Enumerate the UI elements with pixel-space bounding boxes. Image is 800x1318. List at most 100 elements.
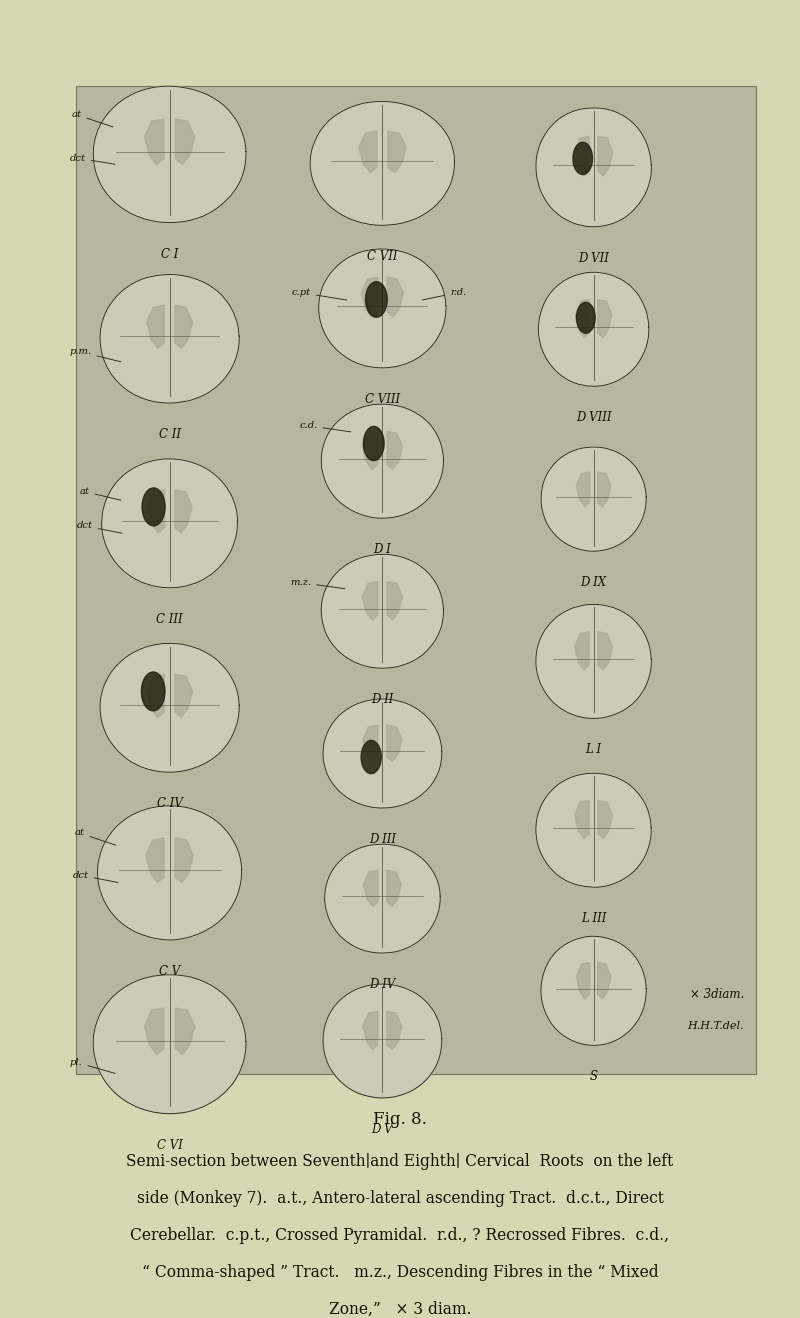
Polygon shape: [146, 838, 164, 883]
Polygon shape: [536, 605, 651, 718]
Polygon shape: [100, 274, 239, 403]
Circle shape: [361, 741, 382, 774]
Text: D I: D I: [374, 543, 391, 556]
Polygon shape: [94, 975, 246, 1114]
Text: Zone,”   × 3 diam.: Zone,” × 3 diam.: [329, 1301, 471, 1318]
Polygon shape: [388, 132, 406, 173]
Text: C VII: C VII: [367, 250, 398, 264]
Text: C VIII: C VIII: [365, 393, 400, 406]
Text: D VII: D VII: [578, 252, 609, 265]
Polygon shape: [598, 472, 611, 507]
Polygon shape: [598, 962, 611, 999]
Polygon shape: [145, 119, 164, 165]
Circle shape: [363, 427, 384, 460]
Text: dct: dct: [70, 154, 115, 165]
Polygon shape: [146, 306, 164, 348]
Polygon shape: [175, 838, 194, 883]
Text: at: at: [79, 488, 121, 501]
Text: H.H.T.del.: H.H.T.del.: [687, 1021, 744, 1032]
Polygon shape: [598, 299, 612, 337]
Text: r.d.: r.d.: [422, 289, 466, 301]
Polygon shape: [576, 962, 590, 999]
Text: side (Monkey 7).  a.t., Antero-lateral ascending Tract.  d.c.t., Direct: side (Monkey 7). a.t., Antero-lateral as…: [137, 1190, 663, 1207]
Polygon shape: [175, 1008, 195, 1054]
Circle shape: [577, 302, 595, 333]
Text: D VIII: D VIII: [576, 411, 611, 424]
Text: pl.: pl.: [70, 1058, 115, 1073]
Polygon shape: [147, 490, 165, 532]
Bar: [76, 86, 756, 1074]
Polygon shape: [598, 631, 613, 670]
Text: D IX: D IX: [581, 576, 606, 589]
Text: c.d.: c.d.: [299, 422, 351, 432]
Text: C II: C II: [158, 428, 181, 442]
Text: D III: D III: [369, 833, 396, 846]
Polygon shape: [100, 643, 239, 772]
Polygon shape: [145, 1008, 164, 1054]
Text: Semi-section between Seventh∣and Eighth∣ Cervical  Roots  on the left: Semi-section between Seventh∣and Eighth∣…: [126, 1153, 674, 1170]
Text: L III: L III: [581, 912, 606, 925]
Polygon shape: [536, 774, 651, 887]
Text: C IV: C IV: [157, 797, 182, 811]
Polygon shape: [541, 936, 646, 1045]
Polygon shape: [322, 555, 443, 668]
Polygon shape: [310, 101, 454, 225]
Text: Fig. 8.: Fig. 8.: [373, 1111, 427, 1128]
Polygon shape: [146, 675, 164, 717]
Circle shape: [573, 142, 593, 174]
Polygon shape: [362, 277, 378, 318]
Polygon shape: [318, 249, 446, 368]
Text: D II: D II: [371, 693, 394, 706]
Polygon shape: [175, 675, 193, 717]
Polygon shape: [358, 132, 377, 173]
Text: D V: D V: [371, 1123, 394, 1136]
Circle shape: [366, 282, 387, 318]
Polygon shape: [98, 805, 242, 940]
Text: c.pt: c.pt: [292, 289, 346, 301]
Text: × 3diam.: × 3diam.: [690, 988, 744, 1002]
Polygon shape: [323, 699, 442, 808]
Polygon shape: [175, 119, 195, 165]
Text: at: at: [72, 111, 113, 127]
Text: L I: L I: [586, 743, 602, 757]
Polygon shape: [94, 86, 246, 223]
Polygon shape: [387, 277, 403, 318]
Text: C I: C I: [161, 248, 178, 261]
Polygon shape: [598, 136, 613, 177]
Text: p.m.: p.m.: [70, 348, 121, 362]
Text: “ Comma-shaped ” Tract.   m.z., Descending Fibres in the “ Mixed: “ Comma-shaped ” Tract. m.z., Descending…: [142, 1264, 658, 1281]
Text: C III: C III: [156, 613, 183, 626]
Polygon shape: [387, 581, 402, 619]
Polygon shape: [362, 725, 378, 762]
Polygon shape: [538, 273, 649, 386]
Polygon shape: [574, 136, 590, 177]
Text: dct: dct: [77, 522, 122, 534]
Text: S: S: [590, 1070, 598, 1083]
Polygon shape: [541, 447, 646, 551]
Polygon shape: [574, 631, 590, 670]
Polygon shape: [362, 581, 378, 619]
Polygon shape: [386, 870, 402, 907]
Text: dct: dct: [73, 871, 118, 883]
Polygon shape: [574, 800, 590, 838]
Text: C V: C V: [159, 965, 180, 978]
Polygon shape: [102, 459, 238, 588]
Polygon shape: [387, 431, 402, 469]
Polygon shape: [536, 108, 651, 227]
Polygon shape: [387, 725, 402, 762]
Polygon shape: [363, 870, 378, 907]
Polygon shape: [325, 845, 440, 953]
Text: D IV: D IV: [370, 978, 395, 991]
Polygon shape: [322, 405, 443, 518]
Text: m.z.: m.z.: [290, 579, 345, 589]
Text: at: at: [74, 829, 116, 845]
Polygon shape: [362, 431, 378, 469]
Text: C VI: C VI: [157, 1139, 182, 1152]
Polygon shape: [362, 1011, 378, 1049]
Polygon shape: [387, 1011, 402, 1049]
Text: Cerebellar.  c.p.t., Crossed Pyramidal.  r.d., ? Recrossed Fibres.  c.d.,: Cerebellar. c.p.t., Crossed Pyramidal. r…: [130, 1227, 670, 1244]
Polygon shape: [323, 985, 442, 1098]
Polygon shape: [175, 306, 193, 348]
Polygon shape: [598, 800, 613, 838]
Polygon shape: [174, 490, 192, 532]
